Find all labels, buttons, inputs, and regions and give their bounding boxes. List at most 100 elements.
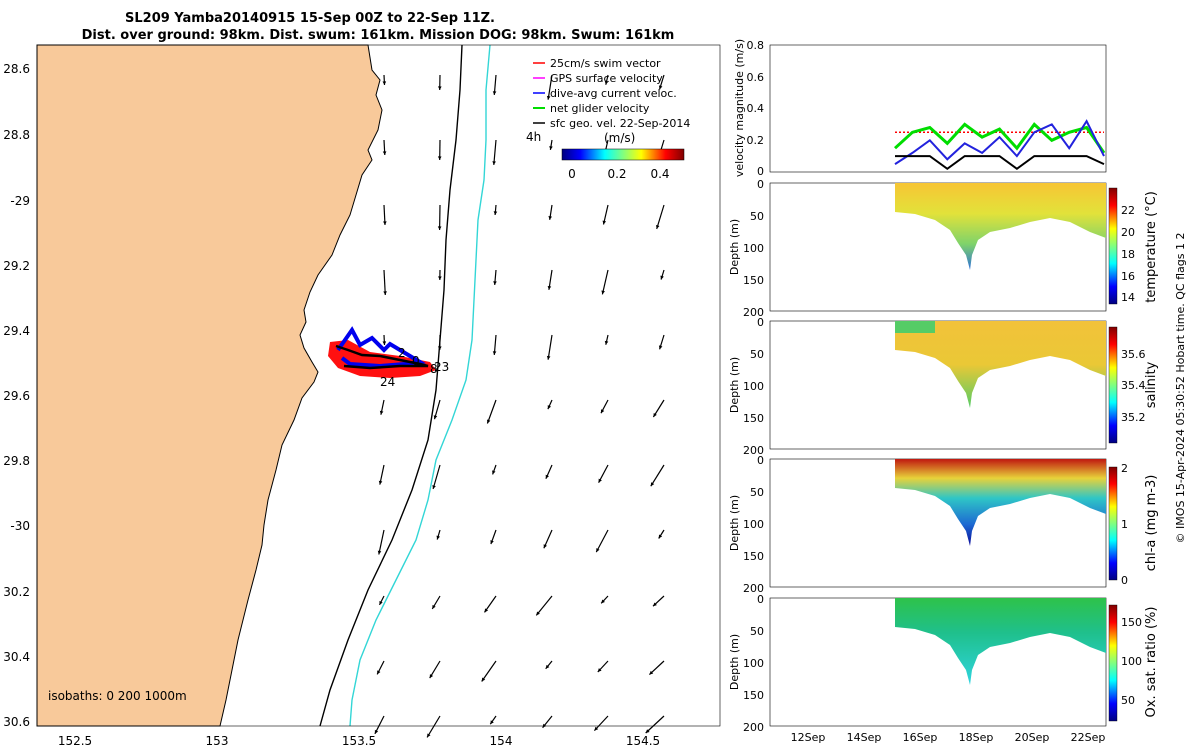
velocity-arrow-head — [594, 726, 599, 731]
depth-label: Depth (m) — [728, 634, 741, 690]
velocity-arrow-head — [493, 211, 498, 215]
lat-tick: 28.6 — [3, 62, 30, 76]
velocity-arrow-head — [484, 608, 489, 613]
velocity-arrow — [645, 715, 665, 734]
depth-tick: 200 — [743, 721, 764, 734]
velocity-arrow-head — [658, 534, 663, 539]
velocity-arrow-head — [604, 80, 609, 85]
date-tick: 16Sep — [903, 731, 938, 744]
temperature-colorbar — [1108, 187, 1118, 305]
oxygen-cbar-label: Ox. sat. ratio (%) — [1144, 607, 1159, 718]
velocity-arrow-head — [543, 544, 547, 549]
title-line-1: SL209 Yamba20140915 15-Sep 00Z to 22-Sep… — [125, 11, 495, 26]
track-label-23: 23 — [434, 360, 449, 374]
depth-tick: 0 — [757, 316, 764, 329]
velocity-arrow-head — [374, 729, 379, 734]
velocity-plot-area — [769, 44, 1107, 173]
legend-swim-vector: 25cm/s swim vector — [550, 57, 661, 70]
velocity-arrow-head — [660, 275, 664, 280]
velocity-arrow-head — [433, 415, 438, 420]
cbar-tick: 1 — [1121, 518, 1128, 531]
lat-tick: -30 — [10, 519, 30, 533]
velocity-arrow — [378, 529, 385, 555]
chlorophyll-panel: Depth (m) 0 50 100 150 200 2 1 0 chl-a (… — [728, 454, 1159, 595]
cbar-tick: 150 — [1121, 616, 1142, 629]
velocity-arrow-head — [546, 355, 551, 360]
oxygen-colorbar — [1108, 604, 1118, 722]
velocity-arrow-head — [548, 216, 553, 220]
chlorophyll-field — [895, 459, 1106, 546]
net-velocity-track — [335, 344, 429, 370]
depth-label: Depth (m) — [728, 219, 741, 275]
velocity-arrow — [547, 334, 553, 360]
depth-tick: 50 — [750, 348, 764, 361]
velocity-arrow-head — [600, 409, 605, 414]
depth-tick: 50 — [750, 625, 764, 638]
lat-tick: -29 — [10, 194, 30, 208]
velocity-arrow-head — [545, 474, 550, 479]
velocity-arrow-head — [382, 151, 387, 155]
depth-tick: 0 — [757, 178, 764, 191]
colorbar-tick-0-4: 0.4 — [650, 167, 669, 181]
salinity-field — [895, 321, 1106, 408]
track-label-2: 2 — [398, 346, 406, 360]
legend-dive-avg: dive-avg current veloc. — [550, 87, 677, 100]
velocity-arrow — [486, 399, 497, 424]
velocity-arrow-head — [492, 470, 496, 475]
velocity-y-axis: 0.8 0.6 0.4 0.2 0 — [747, 39, 765, 178]
cbar-tick: 35.4 — [1121, 379, 1146, 392]
velocity-arrow-head — [437, 156, 442, 160]
velocity-arrow — [535, 595, 553, 616]
velocity-arrow-head — [653, 602, 657, 607]
cbar-tick: 35.2 — [1121, 411, 1146, 424]
cbar-tick: 100 — [1121, 655, 1142, 668]
lat-tick: 29.4 — [3, 324, 30, 338]
velocity-arrow-head — [379, 600, 383, 605]
velocity-arrow-head — [658, 345, 663, 350]
velocity-arrow-head — [493, 281, 497, 285]
salinity-cbar-label: salinity — [1144, 361, 1159, 408]
velocity-arrow-head — [438, 276, 442, 280]
velocity-arrow-head — [490, 720, 494, 725]
velocity-arrow-head — [432, 604, 436, 609]
date-tick: 12Sep — [791, 731, 826, 744]
salinity-surface-green — [895, 321, 935, 333]
velocity-arrow-head — [601, 290, 605, 295]
lat-tick: 30.2 — [3, 585, 30, 599]
velocity-arrow — [601, 269, 609, 295]
cbar-tick: 50 — [1121, 694, 1135, 707]
longitude-axis: 152.5 153 153.5 154 154.5 — [58, 734, 660, 748]
date-tick: 22Sep — [1071, 731, 1106, 744]
oxygen-field — [895, 598, 1106, 685]
velocity-arrow-head — [379, 410, 384, 415]
velocity-arrow-head — [490, 540, 494, 545]
velocity-arrow-head — [383, 291, 387, 295]
cbar-tick: 20 — [1121, 226, 1135, 239]
legend-gps-velocity: GPS surface velocity — [550, 72, 663, 85]
velocity-series — [893, 119, 1106, 171]
velocity-arrow-head — [377, 670, 381, 675]
lat-tick: 30.6 — [3, 715, 30, 729]
velocity-arrow-head — [549, 146, 553, 150]
vel-y-tick: 0 — [757, 165, 764, 178]
cbar-tick: 14 — [1121, 291, 1135, 304]
velocity-arrow-head — [427, 733, 431, 738]
vel-y-tick: 0.8 — [747, 39, 765, 52]
velocity-arrow-head — [437, 226, 442, 230]
velocity-arrow-head — [378, 480, 383, 485]
velocity-arrow-head — [492, 161, 496, 165]
velocity-arrow-head — [536, 611, 540, 616]
depth-tick: 0 — [757, 454, 764, 467]
velocity-series-line — [895, 155, 1105, 171]
cbar-tick: 22 — [1121, 204, 1135, 217]
depth-tick: 150 — [743, 689, 764, 702]
depth-tick: 150 — [743, 550, 764, 563]
track-label-8: 8 — [430, 362, 438, 376]
velocity-arrow — [481, 660, 497, 682]
profile-panels: Depth (m) 0 50 100 150 200 22 20 18 16 1… — [728, 178, 1159, 734]
dive-avg-track — [336, 326, 426, 369]
velocity-arrow-head — [598, 478, 602, 483]
depth-tick: 50 — [750, 210, 764, 223]
lon-tick: 154.5 — [626, 734, 660, 748]
